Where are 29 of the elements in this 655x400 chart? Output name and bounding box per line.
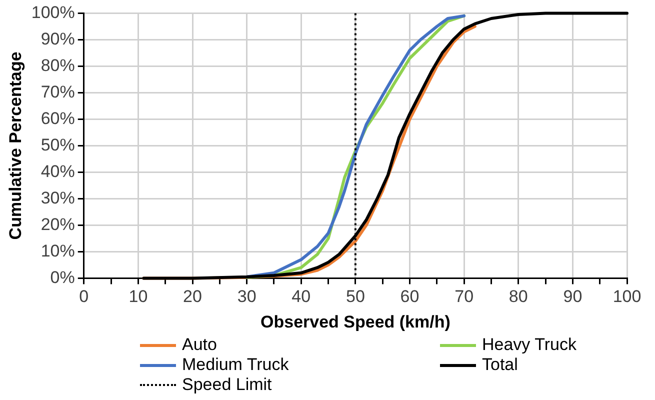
x-tick-label: 30 bbox=[237, 287, 256, 306]
x-tick-label: 90 bbox=[563, 287, 582, 306]
x-tick-label: 20 bbox=[183, 287, 202, 306]
y-tick-label: 40% bbox=[40, 162, 75, 181]
legend-label: Total bbox=[482, 355, 518, 375]
y-tick-label: 20% bbox=[40, 214, 75, 234]
legend-label: Heavy Truck bbox=[482, 335, 576, 355]
legend-label: Speed Limit bbox=[182, 375, 272, 395]
y-tick-label: 60% bbox=[40, 108, 75, 128]
y-tick-label: 30% bbox=[40, 188, 75, 208]
x-tick-label: 50 bbox=[346, 287, 365, 306]
x-tick-label: 0 bbox=[79, 287, 89, 306]
y-tick-label: 90% bbox=[40, 29, 75, 48]
legend-label: Medium Truck bbox=[182, 355, 289, 375]
y-tick-label: 10% bbox=[40, 241, 75, 260]
y-tick-label: 70% bbox=[40, 82, 75, 102]
x-tick-label: 40 bbox=[292, 287, 311, 306]
x-tick-label: 80 bbox=[508, 287, 528, 306]
y-axis-title: Cumulative Percentage bbox=[6, 52, 25, 240]
x-tick-label: 60 bbox=[400, 287, 420, 306]
x-tick-label: 100 bbox=[612, 287, 642, 306]
y-tick-label: 100% bbox=[31, 2, 75, 22]
x-tick-label: 10 bbox=[128, 287, 148, 306]
y-tick-label: 0% bbox=[50, 268, 75, 287]
y-tick-label: 50% bbox=[40, 135, 75, 154]
x-tick-label: 70 bbox=[454, 287, 474, 306]
x-axis-title: Observed Speed (km/h) bbox=[260, 312, 450, 332]
y-tick-label: 80% bbox=[40, 56, 75, 75]
legend-label: Auto bbox=[182, 335, 217, 355]
